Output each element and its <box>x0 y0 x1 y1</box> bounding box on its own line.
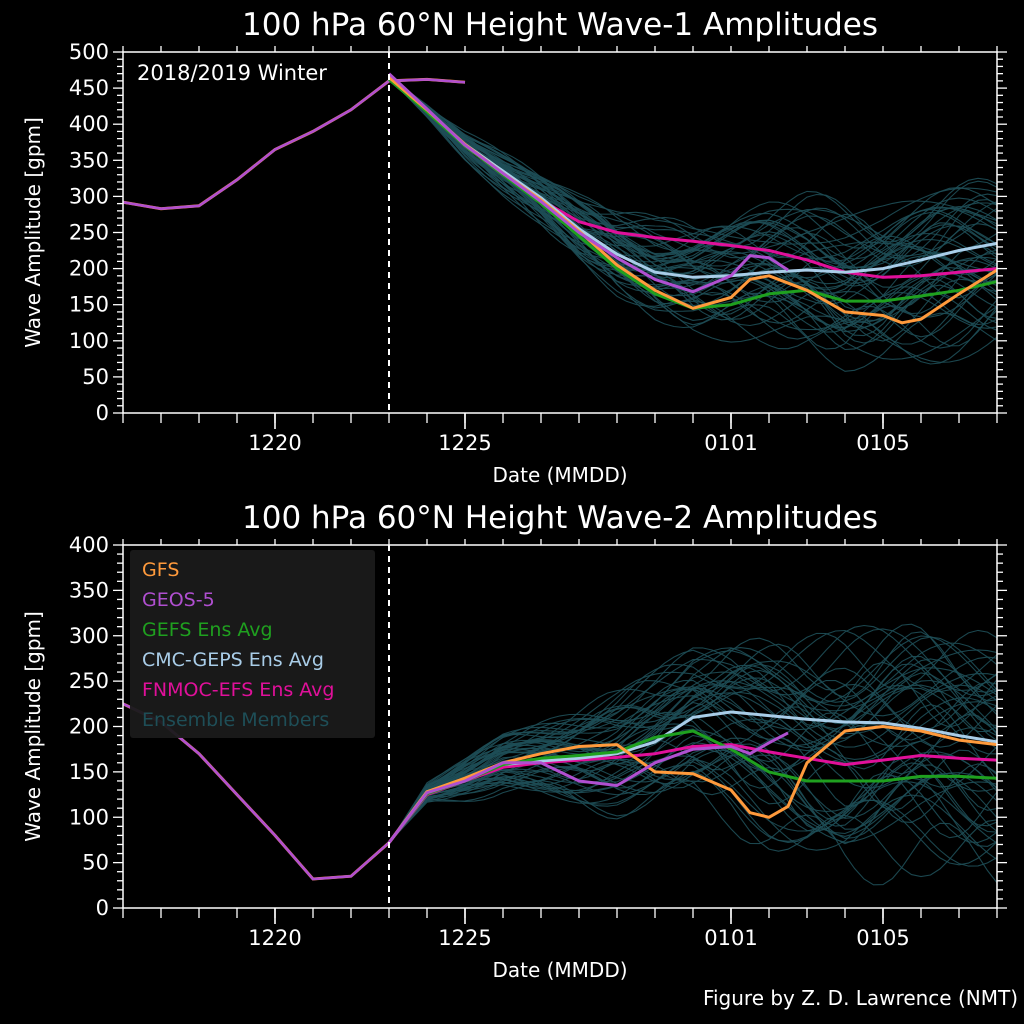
y-tick-label: 350 <box>69 148 109 172</box>
ensemble-member-line <box>388 714 997 844</box>
chart-title: 100 hPa 60°N Height Wave-1 Amplitudes <box>242 7 878 43</box>
ensemble-member-line <box>388 77 997 351</box>
ensemble-member-line <box>388 663 997 844</box>
ensemble-member-line <box>388 749 997 844</box>
series-line-fnmoc-efs-ens-avg <box>387 743 997 844</box>
y-tick-label: 150 <box>69 293 109 317</box>
x-tick-label: 0105 <box>856 926 909 950</box>
x-tick-label: 0101 <box>704 431 757 455</box>
season-annotation: 2018/2019 Winter <box>137 61 327 85</box>
y-tick-label: 300 <box>69 624 109 648</box>
y-tick-label: 200 <box>69 257 109 281</box>
legend-entry: GEOS-5 <box>142 589 215 611</box>
ensemble-member-line <box>388 758 997 860</box>
ensemble-member-line <box>388 658 997 844</box>
ensemble-member-line <box>388 628 997 844</box>
ensemble-member-line <box>388 77 997 269</box>
ensemble-member-line <box>388 656 997 844</box>
x-tick-label: 1225 <box>438 431 491 455</box>
ensemble-member-line <box>388 629 997 844</box>
x-axis-label: Date (MMDD) <box>492 958 627 982</box>
ensemble-member-line <box>388 77 997 372</box>
legend-entry: GFS <box>142 559 179 581</box>
y-tick-label: 350 <box>69 578 109 602</box>
ensemble-member-line <box>388 692 997 844</box>
ensemble-member-line <box>388 642 997 844</box>
x-tick-label: 1220 <box>248 926 301 950</box>
y-tick-label: 300 <box>69 184 109 208</box>
ensemble-member-line <box>388 701 997 844</box>
x-axis-label: Date (MMDD) <box>492 463 627 487</box>
ensemble-member-line <box>388 770 997 878</box>
chart-title: 100 hPa 60°N Height Wave-2 Amplitudes <box>242 500 878 536</box>
y-tick-label: 150 <box>69 760 109 784</box>
ensemble-member-line <box>388 77 997 247</box>
y-axis-label: Wave Amplitude [gpm] <box>21 117 45 348</box>
y-tick-label: 50 <box>82 365 109 389</box>
ensemble-member-line <box>388 77 997 328</box>
y-tick-label: 0 <box>96 401 109 425</box>
plot-area <box>123 623 997 886</box>
x-tick-label: 0101 <box>704 926 757 950</box>
series-line-geos-5 <box>387 731 789 844</box>
y-tick-label: 50 <box>82 851 109 875</box>
x-tick-label: 1220 <box>248 431 301 455</box>
series-line-geos-5 <box>387 72 789 294</box>
legend: GFS GEOS-5 GEFS Ens Avg CMC-GEPS Ens Avg FNM… <box>130 550 375 738</box>
ensemble-member-line <box>388 635 997 844</box>
y-tick-label: 400 <box>69 533 109 557</box>
ensemble-member-line <box>388 77 997 289</box>
panel-1: 0 50 100 150 200 250 300 350 400 450 500 1220 1225 01… <box>21 7 1007 487</box>
legend-box <box>130 550 375 738</box>
ensemble-member-line <box>388 77 997 360</box>
ensemble-member-line <box>388 77 997 288</box>
analysis-line <box>123 78 466 211</box>
y-tick-label: 450 <box>69 76 109 100</box>
ensemble-member-line <box>388 77 997 311</box>
ensemble-member-line <box>388 755 997 844</box>
ensemble-member-line <box>388 742 997 844</box>
legend-entry: GEFS Ens Avg <box>142 619 273 641</box>
ensemble-member-line <box>388 691 997 844</box>
y-axis-label: Wave Amplitude [gpm] <box>21 611 45 842</box>
ensemble-member-line <box>388 746 997 844</box>
ensemble-member-line <box>388 778 997 886</box>
legend-entry: CMC-GEPS Ens Avg <box>142 649 324 671</box>
y-tick-label: 500 <box>69 40 109 64</box>
ensemble-member-line <box>388 77 997 282</box>
y-tick-label: 100 <box>69 805 109 829</box>
ensemble-member-line <box>388 77 997 269</box>
plot-area <box>123 72 997 372</box>
figure-credit: Figure by Z. D. Lawrence (NMT) <box>702 986 1018 1010</box>
x-tick-label: 0105 <box>856 431 909 455</box>
y-tick-label: 0 <box>96 896 109 920</box>
y-tick-label: 200 <box>69 715 109 739</box>
y-tick-label: 250 <box>69 221 109 245</box>
ensemble-member-line <box>388 623 997 844</box>
ensemble-member-line <box>388 77 997 350</box>
ensemble-member-line <box>388 667 997 844</box>
ensemble-member-line <box>388 77 997 269</box>
x-tick-label: 1225 <box>438 926 491 950</box>
ensemble-member-line <box>388 761 997 866</box>
y-tick-label: 400 <box>69 112 109 136</box>
panel-2: 0 50 100 150 200 250 300 350 400 1220 1225 0101 0105… <box>21 500 1007 982</box>
ensemble-member-line <box>388 684 997 844</box>
legend-entry: FNMOC-EFS Ens Avg <box>142 679 335 701</box>
legend-entry: Ensemble Members <box>142 709 329 731</box>
ensemble-member-line <box>388 77 997 338</box>
y-tick-label: 100 <box>69 329 109 353</box>
y-tick-label: 250 <box>69 669 109 693</box>
